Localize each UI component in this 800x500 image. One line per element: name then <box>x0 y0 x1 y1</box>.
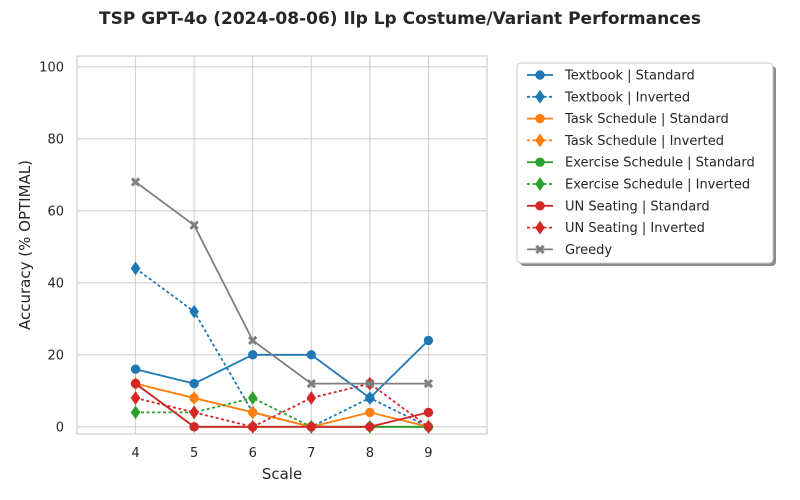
x-tick-label: 8 <box>366 446 374 461</box>
legend: Textbook | Standard Textbook | Inverted Ta… <box>516 62 776 266</box>
legend-label: UN Seating | Standard <box>565 199 710 214</box>
data-point <box>189 391 199 405</box>
data-point <box>189 378 199 389</box>
series-line <box>135 382 429 428</box>
legend-label: UN Seating | Inverted <box>565 221 705 236</box>
x-axis-label: Scale <box>262 465 302 483</box>
legend-item: UN Seating | Inverted <box>527 220 705 236</box>
data-point <box>423 419 434 434</box>
data-point <box>130 364 141 374</box>
x-tick-label: 7 <box>307 446 315 461</box>
ticks: 4 5 6 7 8 9 0 20 40 60 80 100 <box>39 60 432 461</box>
series-7 <box>130 376 434 434</box>
legend-label: Task Schedule | Inverted <box>564 134 724 149</box>
data-point <box>189 304 199 319</box>
series-line <box>135 382 429 428</box>
x-tick-label: 9 <box>424 446 432 461</box>
legend-marker <box>535 89 545 104</box>
legend-label: Textbook | Inverted <box>564 90 690 105</box>
y-tick-label: 60 <box>47 204 64 219</box>
legend-label: Exercise Schedule | Standard <box>565 156 755 171</box>
data-point <box>189 422 199 432</box>
legend-item: Task Schedule | Standard <box>527 112 729 127</box>
chart-title: TSP GPT-4o (2024-08-06) Ilp Lp Costume/V… <box>99 9 701 29</box>
legend-item: Greedy <box>527 243 612 258</box>
data-point <box>130 391 141 405</box>
data-point <box>365 391 375 405</box>
data-point <box>130 261 141 276</box>
legend-marker <box>535 177 545 191</box>
data-point <box>365 407 375 418</box>
data-point <box>365 378 375 389</box>
data-point <box>306 391 317 405</box>
legend-label: Task Schedule | Standard <box>564 112 729 127</box>
legend-item: Task Schedule | Inverted <box>527 133 724 149</box>
series-group <box>130 177 434 434</box>
legend-label: Exercise Schedule | Inverted <box>565 178 750 193</box>
y-axis-label: Accuracy (% OPTIMAL) <box>16 160 34 330</box>
x-tick-label: 4 <box>131 446 139 461</box>
legend-marker <box>535 70 545 80</box>
series-3 <box>130 376 434 434</box>
y-tick-label: 40 <box>47 276 64 291</box>
data-point <box>130 378 141 389</box>
series-1 <box>130 261 434 434</box>
data-point <box>423 378 434 389</box>
legend-item: Textbook | Standard <box>527 69 695 84</box>
series-6 <box>130 378 434 432</box>
legend-item: Textbook | Inverted <box>527 89 690 105</box>
data-point <box>306 350 316 360</box>
data-point <box>306 422 316 432</box>
series-line <box>135 267 429 428</box>
legend-label: Greedy <box>565 243 612 258</box>
data-point <box>248 335 258 346</box>
data-point <box>248 350 258 360</box>
series-0 <box>130 335 434 403</box>
legend-marker <box>535 201 545 211</box>
data-point <box>189 220 199 230</box>
legend-marker <box>535 133 545 148</box>
y-tick-label: 20 <box>47 348 64 363</box>
x-tick-label: 6 <box>249 446 257 461</box>
data-point <box>423 407 434 418</box>
data-point <box>365 422 375 432</box>
legend-item: UN Seating | Standard <box>527 199 710 214</box>
data-point <box>247 405 258 420</box>
data-point <box>130 177 141 187</box>
y-tick-label: 100 <box>39 60 64 75</box>
series-line <box>135 339 430 400</box>
legend-marker <box>535 244 545 255</box>
series-8 <box>130 177 434 389</box>
legend-marker <box>535 220 545 235</box>
data-point <box>423 335 434 346</box>
data-point <box>306 378 316 389</box>
legend-marker <box>535 157 545 167</box>
legend-marker <box>535 113 545 124</box>
legend-item: Exercise Schedule | Inverted <box>527 177 750 193</box>
data-point <box>247 419 258 434</box>
y-tick-label: 0 <box>56 420 64 435</box>
y-tick-label: 80 <box>47 132 64 147</box>
x-tick-label: 5 <box>190 446 198 461</box>
legend-item: Exercise Schedule | Standard <box>527 156 755 171</box>
grid <box>77 56 487 434</box>
data-point <box>130 405 141 420</box>
legend-box <box>516 62 774 264</box>
series-line <box>135 181 429 385</box>
legend-label: Textbook | Standard <box>564 69 695 84</box>
plot-frame <box>76 55 488 435</box>
data-point <box>247 391 258 405</box>
data-point <box>189 405 199 420</box>
